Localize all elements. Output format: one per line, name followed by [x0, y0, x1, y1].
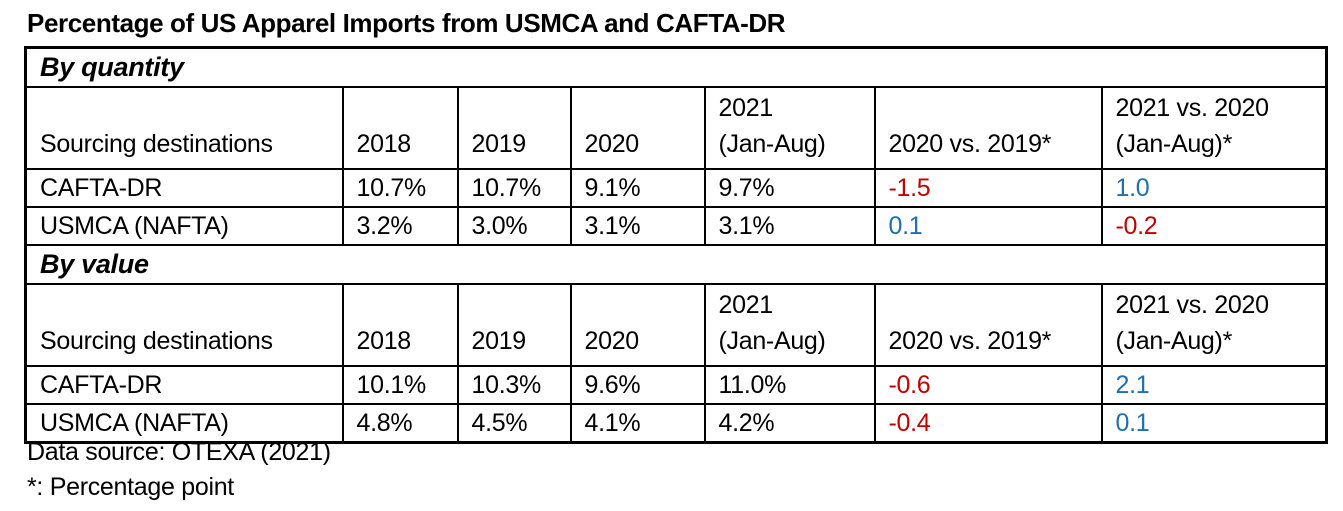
change-cell-positive: 1.0 [1100, 168, 1328, 208]
value-cell: 10.7% [456, 168, 572, 208]
value-cell: 10.3% [456, 365, 572, 405]
apparel-imports-table: By quantity Sourcing destinations 2018 2… [24, 46, 1329, 444]
change-cell-negative: -0.6 [873, 365, 1103, 405]
change-cell-negative: -1.5 [873, 168, 1103, 208]
value-cell: 9.1% [569, 168, 706, 208]
figure-title: Percentage of US Apparel Imports from US… [27, 8, 786, 38]
percentage-point-note: *: Percentage point [27, 473, 234, 501]
col-header-sourcing-destinations: Sourcing destinations [24, 86, 344, 170]
col-header-2018: 2018 [341, 283, 459, 367]
value-cell: 3.1% [703, 206, 876, 246]
row-label: USMCA (NAFTA) [24, 206, 344, 246]
section-label-by-value: By value [24, 244, 1328, 285]
value-cell: 10.1% [341, 365, 459, 405]
value-cell: 4.2% [703, 403, 876, 444]
value-cell: 11.0% [703, 365, 876, 405]
table-row-value-usmca: USMCA (NAFTA) 4.8% 4.5% 4.1% 4.2% -0.4 0… [24, 403, 1328, 444]
col-header-sourcing-destinations: Sourcing destinations [24, 283, 344, 367]
col-header-2021-jan-aug: 2021 (Jan-Aug) [703, 86, 876, 170]
change-cell-positive: 0.1 [1100, 403, 1328, 444]
change-cell-negative: -0.4 [873, 403, 1103, 444]
col-header-2020-vs-2019: 2020 vs. 2019* [873, 283, 1103, 367]
data-source-note: Data source: OTEXA (2021) [27, 438, 331, 466]
change-cell-positive: 0.1 [873, 206, 1103, 246]
row-label: CAFTA-DR [24, 365, 344, 405]
value-cell: 4.8% [341, 403, 459, 444]
col-header-2019: 2019 [456, 86, 572, 170]
value-cell: 9.6% [569, 365, 706, 405]
col-header-2019: 2019 [456, 283, 572, 367]
column-header-row-quantity: Sourcing destinations 2018 2019 2020 202… [24, 86, 1328, 170]
col-header-2020: 2020 [569, 86, 706, 170]
col-header-2021-jan-aug: 2021 (Jan-Aug) [703, 283, 876, 367]
col-header-2021-vs-2020: 2021 vs. 2020 (Jan-Aug)* [1100, 86, 1328, 170]
column-header-row-value: Sourcing destinations 2018 2019 2020 202… [24, 283, 1328, 367]
col-header-2021-vs-2020: 2021 vs. 2020 (Jan-Aug)* [1100, 283, 1328, 367]
table-row-quantity-cafta-dr: CAFTA-DR 10.7% 10.7% 9.1% 9.7% -1.5 1.0 [24, 168, 1328, 208]
change-cell-negative: -0.2 [1100, 206, 1328, 246]
row-label: CAFTA-DR [24, 168, 344, 208]
row-label: USMCA (NAFTA) [24, 403, 344, 444]
section-row-by-quantity: By quantity [24, 46, 1328, 88]
value-cell: 3.1% [569, 206, 706, 246]
value-cell: 10.7% [341, 168, 459, 208]
section-row-by-value: By value [24, 244, 1328, 285]
value-cell: 4.5% [456, 403, 572, 444]
value-cell: 4.1% [569, 403, 706, 444]
value-cell: 3.0% [456, 206, 572, 246]
value-cell: 3.2% [341, 206, 459, 246]
table-row-quantity-usmca: USMCA (NAFTA) 3.2% 3.0% 3.1% 3.1% 0.1 -0… [24, 206, 1328, 246]
col-header-2020-vs-2019: 2020 vs. 2019* [873, 86, 1103, 170]
change-cell-positive: 2.1 [1100, 365, 1328, 405]
col-header-2020: 2020 [569, 283, 706, 367]
col-header-2018: 2018 [341, 86, 459, 170]
value-cell: 9.7% [703, 168, 876, 208]
section-label-by-quantity: By quantity [24, 46, 1328, 88]
table-row-value-cafta-dr: CAFTA-DR 10.1% 10.3% 9.6% 11.0% -0.6 2.1 [24, 365, 1328, 405]
